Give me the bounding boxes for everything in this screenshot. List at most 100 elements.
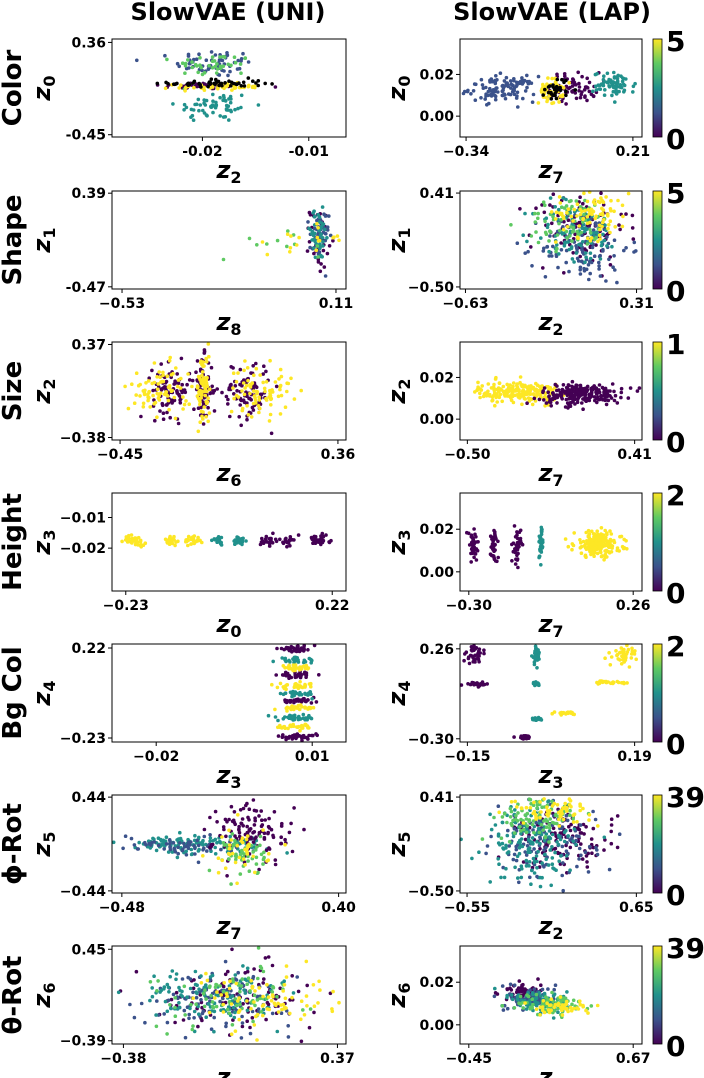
data-point: [601, 538, 606, 543]
data-point: [523, 211, 527, 216]
data-point: [245, 366, 250, 370]
data-point: [259, 852, 264, 857]
data-point: [204, 359, 209, 364]
data-point: [262, 855, 266, 860]
data-point: [202, 348, 207, 352]
data-point: [165, 541, 170, 545]
data-point: [496, 804, 501, 808]
data-point: [179, 83, 183, 87]
data-point: [231, 980, 236, 984]
data-point: [479, 77, 484, 82]
data-point: [228, 834, 232, 839]
data-point: [585, 860, 589, 864]
data-point: [205, 384, 210, 389]
data-point: [304, 675, 308, 679]
data-point: [177, 86, 181, 90]
data-point: [251, 854, 255, 859]
data-point: [605, 244, 609, 248]
data-point: [611, 89, 616, 94]
data-point: [602, 848, 606, 852]
data-point: [294, 682, 298, 686]
data-point: [308, 690, 313, 694]
data-point: [624, 212, 628, 216]
data-point: [192, 1029, 197, 1034]
data-point: [543, 404, 547, 408]
data-point: [184, 105, 189, 110]
data-point: [185, 537, 190, 542]
data-point: [596, 239, 600, 244]
data-point: [523, 89, 528, 93]
data-point: [312, 237, 316, 242]
data-point: [576, 236, 580, 240]
data-point: [158, 375, 162, 380]
data-point: [211, 110, 215, 115]
data-point: [331, 989, 335, 994]
data-point: [183, 71, 187, 75]
data-point: [289, 376, 293, 381]
data-point: [177, 64, 181, 69]
data-point: [580, 401, 584, 405]
data-point: [508, 982, 513, 987]
data-point: [492, 815, 496, 820]
data-point: [550, 221, 554, 226]
data-point: [510, 559, 514, 563]
data-point: [161, 417, 166, 422]
y-tick-label: −0.01: [60, 511, 106, 527]
data-point: [517, 851, 522, 856]
data-point: [508, 815, 513, 819]
data-point: [504, 843, 508, 848]
data-point: [204, 378, 208, 383]
data-point: [525, 824, 530, 828]
data-point: [601, 249, 605, 253]
data-point: [123, 538, 128, 542]
data-point: [264, 848, 269, 853]
data-point: [284, 659, 288, 664]
data-point: [138, 540, 143, 544]
data-point: [283, 665, 287, 670]
data-point: [225, 51, 229, 55]
data-point: [609, 841, 614, 846]
data-point: [528, 806, 533, 810]
data-point: [595, 551, 600, 556]
data-point: [247, 236, 252, 241]
data-point: [285, 232, 290, 236]
data-point: [302, 658, 307, 663]
row-label: Shape: [0, 194, 28, 285]
data-point: [201, 854, 205, 858]
data-point: [196, 97, 201, 102]
data-point: [142, 391, 147, 395]
data-point: [161, 370, 165, 375]
colorbar: 20: [652, 479, 685, 610]
data-point: [611, 265, 615, 270]
data-point: [229, 63, 233, 68]
data-point: [492, 391, 497, 395]
data-point: [530, 402, 535, 407]
data-point: [288, 690, 293, 695]
data-point: [539, 718, 544, 722]
data-point: [238, 872, 243, 876]
data-point: [242, 852, 247, 856]
data-point: [292, 717, 296, 722]
data-point: [220, 390, 224, 395]
data-point: [575, 400, 580, 405]
data-point: [245, 404, 249, 408]
data-point: [246, 378, 250, 383]
data-point: [539, 563, 543, 567]
data-point: [513, 808, 517, 812]
data-point: [501, 1008, 506, 1012]
data-point: [619, 646, 624, 650]
data-point: [179, 376, 183, 381]
data-point: [252, 830, 257, 834]
data-point: [216, 870, 221, 875]
data-point: [168, 415, 172, 420]
data-point: [521, 734, 525, 738]
data-point: [255, 1038, 259, 1042]
data-point: [268, 392, 272, 396]
data-point: [484, 851, 488, 856]
data-point: [325, 228, 330, 232]
data-point: [511, 400, 516, 405]
data-point: [150, 381, 154, 386]
data-point: [307, 682, 312, 686]
